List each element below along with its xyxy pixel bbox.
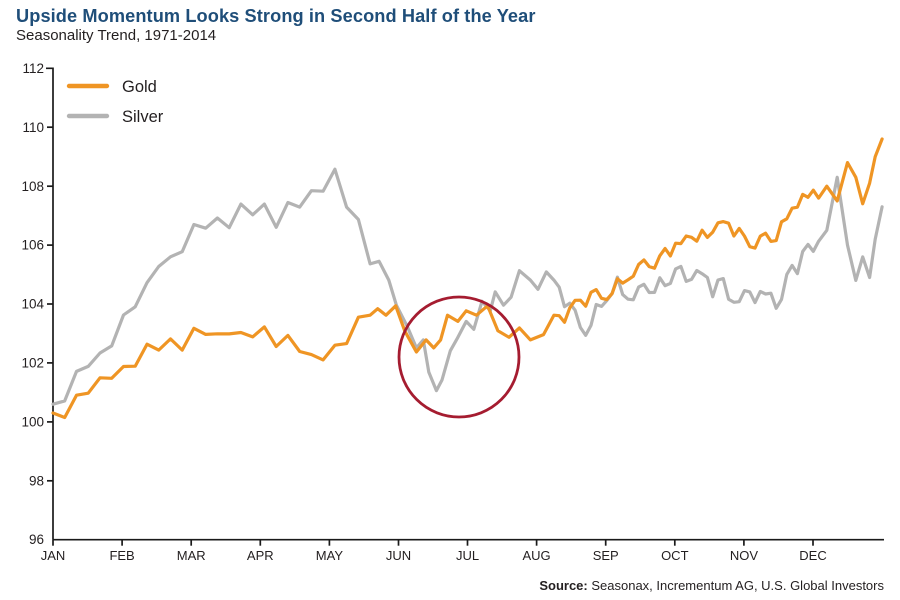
svg-text:MAY: MAY: [316, 548, 344, 563]
svg-text:100: 100: [21, 415, 44, 430]
svg-text:106: 106: [21, 238, 44, 253]
svg-text:JUL: JUL: [456, 548, 479, 563]
svg-text:APR: APR: [247, 548, 274, 563]
svg-text:JAN: JAN: [41, 548, 66, 563]
svg-text:Silver: Silver: [122, 108, 164, 126]
svg-text:SEP: SEP: [593, 548, 619, 563]
svg-text:98: 98: [29, 474, 44, 489]
svg-text:FEB: FEB: [109, 548, 134, 563]
svg-text:DEC: DEC: [799, 548, 826, 563]
svg-text:102: 102: [21, 356, 44, 371]
svg-text:Gold: Gold: [122, 78, 157, 96]
svg-text:JUN: JUN: [386, 548, 411, 563]
svg-text:112: 112: [22, 61, 44, 76]
svg-text:104: 104: [21, 297, 44, 312]
svg-text:110: 110: [22, 120, 44, 135]
svg-text:108: 108: [21, 179, 44, 194]
svg-text:NOV: NOV: [730, 548, 759, 563]
svg-text:AUG: AUG: [523, 548, 551, 563]
svg-text:OCT: OCT: [661, 548, 689, 563]
svg-text:MAR: MAR: [177, 548, 206, 563]
svg-text:96: 96: [29, 532, 44, 547]
